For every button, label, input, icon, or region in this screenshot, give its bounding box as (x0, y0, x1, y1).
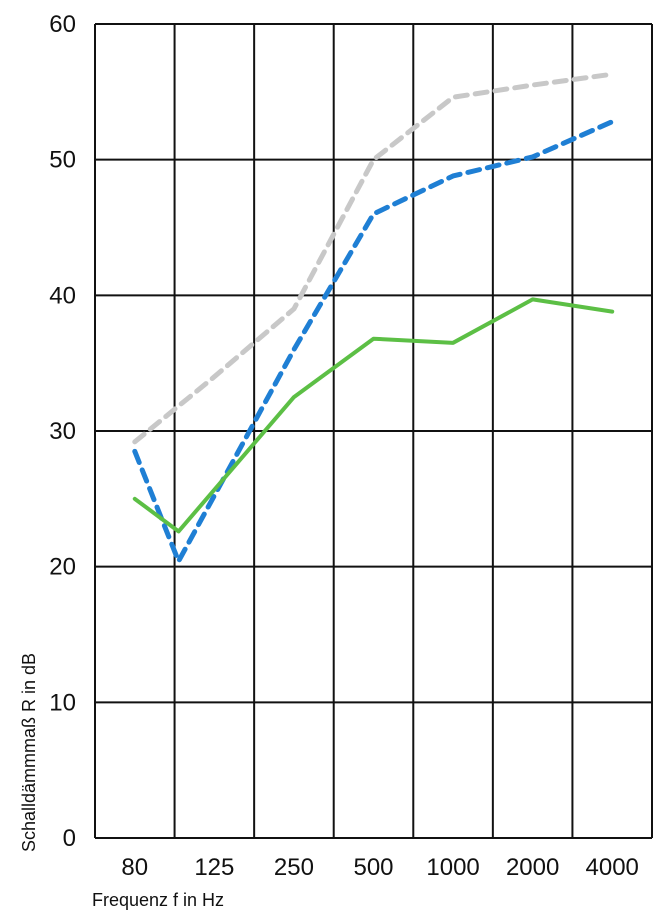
x-axis-label: Frequenz f in Hz (92, 890, 224, 910)
x-tick-label: 250 (274, 854, 314, 881)
series-line (132, 297, 615, 534)
y-tick-label: 0 (63, 825, 76, 852)
series-lines (132, 71, 615, 564)
y-axis-label: Schalldämmmaß R in dB (19, 653, 39, 852)
y-tick-label: 10 (49, 689, 76, 716)
x-tick-label: 80 (121, 854, 148, 881)
y-tick-label: 40 (49, 282, 76, 309)
series-line (132, 119, 615, 564)
y-tick-label: 60 (49, 11, 76, 38)
x-tick-label: 4000 (586, 854, 639, 881)
y-tick-label: 20 (49, 554, 76, 581)
x-tick-label: 500 (353, 854, 393, 881)
grid (94, 23, 653, 839)
y-tick-label: 30 (49, 418, 76, 445)
x-tick-label: 2000 (506, 854, 559, 881)
series-line (132, 71, 615, 445)
tick-labels: 0 10 20 30 40 50 60 80 125 250 500 1000 2000 4000 (49, 11, 639, 881)
y-tick-label: 50 (49, 147, 76, 174)
x-tick-label: 1000 (426, 854, 479, 881)
x-tick-label: 125 (194, 854, 234, 881)
